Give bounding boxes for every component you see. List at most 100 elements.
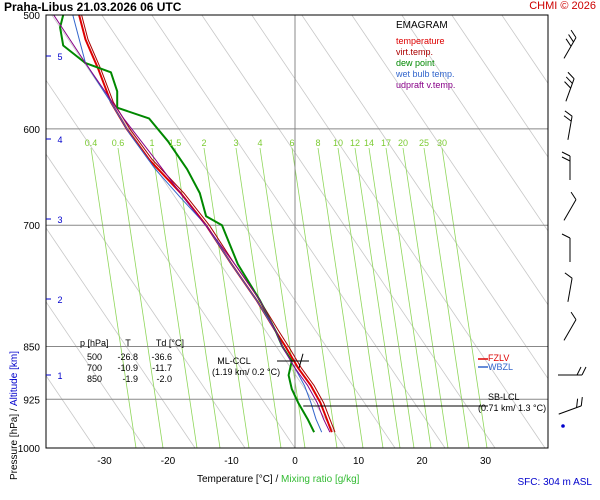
dry-adiabat-line [301,15,548,380]
mixing-ratio-line [402,147,449,448]
mixing-ratio-label: 4 [257,138,262,148]
wind-barb-feather [576,398,579,408]
wind-barb-feather [581,366,587,376]
table-cell: -11.7 [152,363,172,373]
wind-barb-feather [570,29,577,38]
mixing-ratio-line [354,147,401,448]
wind-barb-feather [567,71,575,80]
mixing-ratio-line [151,147,198,448]
series-line-wet-bulb-temp- [72,15,323,433]
legend-item-wet-bulb: wet bulb temp. [396,69,455,79]
wind-barb-feather [570,311,577,320]
pressure-tick-label: 925 [23,395,40,406]
wind-barb [558,366,587,376]
wind-barb [561,151,571,180]
wind-barb-feather [565,38,572,47]
y-axis-title-altitude: Altitude [km] [9,351,20,407]
dry-adiabat-line [46,227,196,448]
x-axis-title: Temperature [°C] / Mixing ratio [g/kg] [197,474,359,485]
wind-barb [563,29,577,59]
mixing-ratio-label: 3 [233,138,238,148]
dry-adiabat-line [46,79,296,448]
dry-adiabat-line [451,15,548,158]
wind-barb-feather [564,272,573,279]
mixing-ratio-label: 12 [350,138,360,148]
dry-adiabat-line [351,15,548,306]
mixing-ratio-line [291,147,338,448]
surface-elevation-label: SFC: 304 m ASL [517,477,592,488]
wind-barb [561,233,571,262]
wind-barb-shaft [563,37,577,59]
sb-lcl-values: (0.71 km/ 1.3 °C) [478,403,547,413]
fzlv-label: FZLV [488,353,510,363]
wind-barb-feather [564,110,573,117]
wind-barb-shaft [565,78,575,102]
mixing-ratio-label: 1 [149,138,154,148]
table-header-t: T [125,338,131,348]
mixing-ratio-line [259,147,306,448]
x-tick-label: -30 [97,456,112,467]
mixing-ratio-line [317,147,364,448]
mixing-ratio-label: 0.6 [112,138,125,148]
x-axis-title-temp: Temperature [°C] [197,474,273,485]
mixing-ratio-line [368,147,415,448]
sb-lcl-label: SB-LCL [488,392,520,402]
dry-adiabat-line [101,15,396,448]
wind-barb-shaft [563,319,577,341]
chart-title: Praha-Libus 21.03.2026 06 UTC [4,0,182,14]
series-line-dew-point [59,15,315,433]
y-axis-title-sep: / [9,408,20,412]
legend-item-temperature: temperature [396,36,445,46]
pressure-tick-label: 700 [23,221,40,232]
wind-barb [558,396,583,415]
table-cell: -26.8 [117,352,138,362]
credit-label: CHMI © 2026 [529,0,596,12]
dry-adiabat-line [545,5,600,448]
wind-barb [564,272,573,302]
wbzl-label: WBZL [488,362,514,372]
mixing-ratio-label: 2 [201,138,206,148]
mixing-ratio-line [441,147,488,448]
x-axis-title-mixing: Mixing ratio [g/kg] [281,474,360,485]
pressure-tick-label: 1000 [18,444,41,455]
mixing-ratio-label: 17 [381,138,391,148]
x-tick-label: 0 [292,456,298,467]
altitude-tick-label: 5 [57,52,62,62]
wind-barb-feather [568,34,574,43]
levels-table: p [hPa] T Td [°C] 500 -26.8 -36.6 700 -1… [80,338,184,385]
altitude-tick-label: 4 [57,135,62,145]
table-cell: -36.6 [151,352,172,362]
legend-title: EMAGRAM [396,20,448,31]
ml-ccl-annotation: ML-CCL (1.19 km/ 0.2 °C) [212,356,280,378]
x-axis-title-sep: / [275,474,279,485]
mixing-ratio-label: 10 [333,138,343,148]
y-axis-title: Pressure [hPa] / Altitude [km] [9,351,20,480]
table-header-td: Td [°C] [155,338,184,348]
table-row: 700 -10.9 -11.7 [80,363,184,374]
mixing-ratio-line [337,147,384,448]
pressure-tick-label: 600 [23,125,40,136]
legend: EMAGRAM temperature virt.temp. dew point… [396,20,492,91]
mixing-ratio-line [117,147,164,448]
dry-adiabat-line [501,15,548,84]
wind-barb-feather [561,151,571,157]
ml-ccl-values: (1.19 km/ 0.2 °C) [212,367,281,377]
table-cell: 700 [86,363,102,373]
altitude-tick-label: 3 [57,215,62,225]
mixing-ratio-label: 1.5 [169,138,182,148]
x-tick-label: 20 [416,456,428,467]
wind-barb-feather [563,115,572,122]
wind-barb-shaft [567,116,573,140]
altitude-tick-label: 2 [57,295,62,305]
wind-barb-shaft [563,199,577,221]
ml-ccl-label: ML-CCL [217,356,251,366]
mixing-ratio-line [385,147,432,448]
dry-adiabat-line [201,15,496,448]
x-tick-label: 30 [480,456,492,467]
wind-barb-feather [570,191,577,200]
wind-barb-shaft [567,278,573,302]
mixing-ratio-label: 30 [437,138,447,148]
table-header-p: p [hPa] [80,338,109,348]
wind-barb-feather [580,396,583,406]
